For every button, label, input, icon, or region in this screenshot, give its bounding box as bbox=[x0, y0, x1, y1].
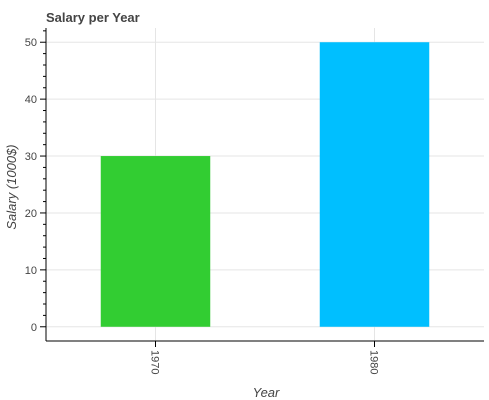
chart-title: Salary per Year bbox=[46, 10, 140, 25]
y-tick-label: 30 bbox=[25, 151, 37, 163]
y-tick-label: 10 bbox=[25, 265, 37, 277]
y-tick-label: 40 bbox=[25, 94, 37, 106]
x-axis-label: Year bbox=[253, 385, 280, 400]
x-tick-label: 1980 bbox=[368, 350, 380, 374]
y-tick-label: 0 bbox=[31, 322, 37, 334]
y-axis: 0 10 20 30 40 50 bbox=[25, 28, 47, 341]
x-axis: 1970 1980 bbox=[46, 340, 484, 374]
x-tick-label: 1970 bbox=[149, 350, 161, 374]
bar-1980 bbox=[319, 42, 430, 327]
y-tick-label: 50 bbox=[25, 37, 37, 49]
bar-1970 bbox=[100, 156, 211, 327]
y-axis-label: Salary (1000$) bbox=[4, 144, 19, 229]
y-tick-label: 20 bbox=[25, 208, 37, 220]
bars-layer bbox=[100, 42, 430, 327]
